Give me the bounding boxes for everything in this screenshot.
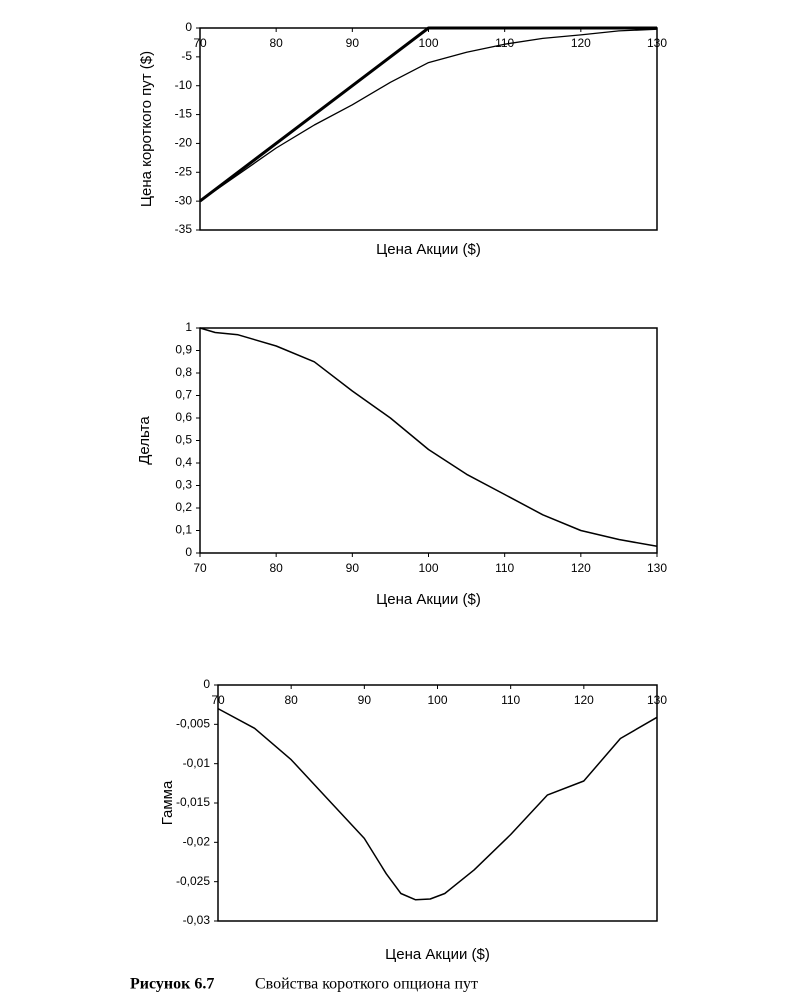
x-tick-label: 120 (571, 36, 591, 50)
y-tick-label: -35 (175, 222, 193, 236)
x-tick-label: 90 (346, 36, 360, 50)
x-tick-label: 110 (495, 561, 514, 575)
y-tick-label: -0,015 (176, 795, 210, 809)
series-line (199, 28, 658, 202)
x-tick-label: 130 (647, 36, 667, 50)
x-tick-label: 80 (284, 693, 298, 707)
y-tick-label: -0,005 (176, 717, 210, 731)
x-tick-label: 100 (418, 36, 438, 50)
figure-caption: Свойства короткого опциона пут (255, 976, 478, 993)
y-tick-label: 0 (203, 677, 210, 691)
y-tick-label: -25 (175, 164, 193, 178)
x-tick-label: 90 (346, 561, 360, 575)
figure-label: Рисунок 6.7 (130, 976, 214, 993)
y-axis-title: Гамма (159, 780, 176, 825)
y-tick-label: 1 (185, 320, 192, 334)
series-line (199, 26, 657, 203)
x-tick-label: 80 (269, 36, 283, 50)
plot-frame (199, 327, 658, 554)
y-tick-label: 0,2 (175, 500, 192, 514)
y-tick-label: 0 (185, 545, 192, 559)
y-tick-label: -20 (175, 136, 193, 150)
x-tick-label: 110 (495, 36, 514, 50)
y-tick-label: -15 (175, 107, 193, 121)
x-tick-label: 70 (193, 36, 207, 50)
y-tick-label: -0,01 (183, 756, 211, 770)
y-tick-label: 0,4 (175, 455, 192, 469)
y-tick-label: 0,8 (175, 365, 192, 379)
x-tick-label: 120 (574, 693, 594, 707)
y-tick-label: 0,3 (175, 478, 192, 492)
plot-frame (217, 684, 658, 922)
y-tick-label: -30 (175, 193, 193, 207)
series-line (217, 707, 658, 901)
y-axis-title: Дельта (136, 416, 153, 465)
y-tick-label: 0,7 (175, 388, 192, 402)
x-tick-label: 110 (501, 693, 520, 707)
x-tick-label: 70 (211, 693, 225, 707)
x-axis-title: Цена Акции ($) (376, 241, 481, 258)
x-tick-label: 70 (193, 561, 207, 575)
series-line (199, 327, 658, 548)
y-tick-label: 0,9 (175, 343, 192, 357)
x-tick-label: 120 (571, 561, 591, 575)
x-axis-title: Цена Акции ($) (385, 946, 490, 963)
y-tick-label: 0,6 (175, 410, 192, 424)
y-tick-label: 0 (185, 20, 192, 34)
y-tick-label: -5 (181, 49, 192, 63)
x-tick-label: 130 (647, 693, 667, 707)
x-tick-label: 100 (418, 561, 438, 575)
plot-frame (199, 27, 658, 231)
y-axis-title: Цена короткого пут ($) (138, 51, 155, 207)
x-tick-label: 130 (647, 561, 667, 575)
y-tick-label: 0,1 (175, 523, 192, 537)
y-tick-label: -0,02 (183, 835, 211, 849)
y-tick-label: -0,03 (183, 913, 211, 927)
y-tick-label: -10 (175, 78, 193, 92)
x-tick-label: 80 (269, 561, 283, 575)
y-tick-label: 0,5 (175, 433, 192, 447)
y-tick-label: -0,025 (176, 874, 210, 888)
x-tick-label: 90 (358, 693, 372, 707)
x-tick-label: 100 (427, 693, 447, 707)
x-axis-title: Цена Акции ($) (376, 591, 481, 608)
